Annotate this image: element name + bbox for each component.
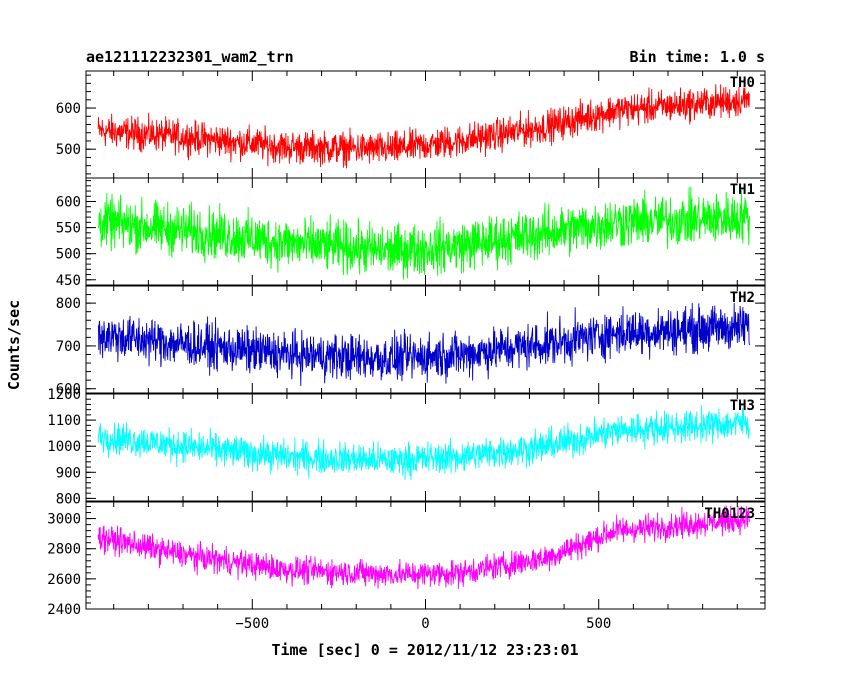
y-tick-label: 500 (56, 142, 81, 158)
panel-label-th0: TH0 (730, 75, 755, 91)
y-tick-label: 550 (56, 221, 81, 237)
series-line-th0 (97, 84, 750, 169)
x-tick-label: 500 (586, 616, 611, 632)
y-tick-label: 2600 (47, 572, 81, 588)
x-axis-label: Time [sec] 0 = 2012/11/12 23:23:01 (271, 641, 578, 659)
y-tick-label: 1000 (47, 439, 81, 455)
y-tick-label: 1100 (47, 413, 81, 429)
panel-label-th2: TH2 (730, 290, 755, 306)
y-tick-label: 450 (56, 273, 81, 289)
series-line-th3 (97, 405, 750, 481)
panel-label-th0123: TH0123 (704, 506, 755, 522)
bin-time-label: Bin time: 1.0 s (630, 48, 765, 66)
panel-frame-th3 (85, 393, 766, 502)
y-tick-label: 600 (56, 382, 81, 398)
panel-label-th1: TH1 (730, 182, 755, 198)
y-tick-label: 2800 (47, 542, 81, 558)
panels-group: 500 600 TH0 450 500 550 600 TH1 600 700 800 TH2 800 9… (47, 70, 766, 632)
y-tick-label: 800 (56, 296, 81, 312)
y-tick-label: 2400 (47, 602, 81, 618)
series-line-th0123 (97, 505, 750, 590)
x-tick-label: −500 (235, 616, 269, 632)
series-line-th2 (97, 302, 750, 386)
y-tick-label: 900 (56, 465, 81, 481)
y-axis-label: Counts/sec (5, 300, 23, 390)
y-tick-label: 1200 (47, 387, 81, 403)
panel-label-th3: TH3 (730, 398, 755, 414)
y-tick-label: 600 (56, 101, 81, 117)
y-tick-label: 3000 (47, 512, 81, 528)
y-tick-label: 700 (56, 339, 81, 355)
y-tick-label: 600 (56, 194, 81, 210)
y-tick-label: 800 (56, 491, 81, 507)
x-tick-label: 0 (421, 616, 429, 632)
chart-title: ae121112232301_wam2_trn (86, 48, 294, 66)
panel-frame-th0 (85, 70, 766, 179)
series-line-th1 (97, 186, 750, 280)
y-tick-label: 500 (56, 247, 81, 263)
